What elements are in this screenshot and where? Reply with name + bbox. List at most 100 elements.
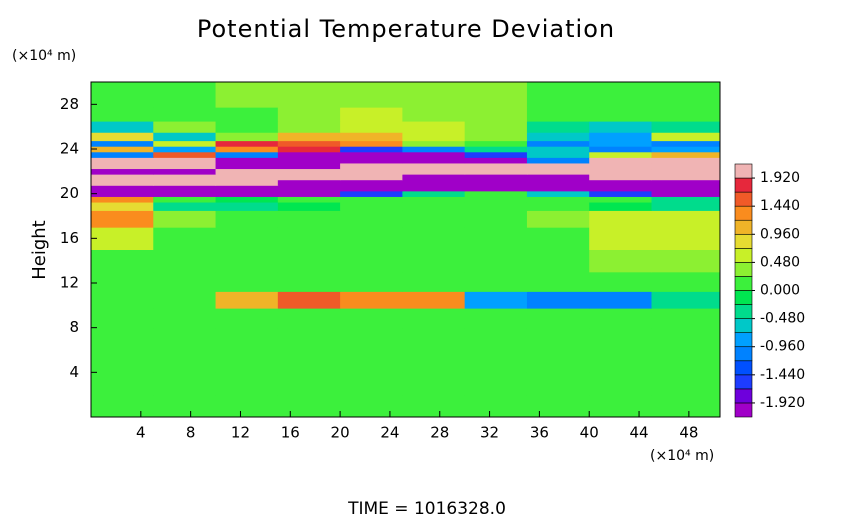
cell [340, 327, 403, 351]
cell [340, 196, 403, 203]
cell [153, 210, 217, 228]
x-tick-label: 12 [231, 424, 250, 442]
cell [340, 162, 403, 170]
cell [91, 132, 154, 142]
cell [589, 350, 652, 373]
cell [277, 308, 341, 329]
cell [651, 394, 721, 418]
cell [464, 151, 528, 158]
cell [651, 185, 721, 192]
cell [651, 372, 721, 396]
cell [651, 249, 721, 273]
cell [526, 82, 590, 108]
cell [340, 132, 403, 142]
cell [277, 271, 341, 292]
cell [153, 174, 217, 181]
cell [526, 179, 590, 186]
cell [215, 327, 279, 351]
cell [340, 210, 403, 228]
cell [215, 271, 279, 292]
cell [153, 394, 217, 418]
cell [215, 151, 279, 158]
colorbar-swatch [734, 205, 753, 221]
cell [464, 162, 528, 170]
y-axis-label: Height [29, 220, 50, 280]
cell [277, 168, 341, 175]
cell [340, 202, 403, 211]
cell [526, 132, 590, 142]
colorbar-swatch [734, 360, 753, 376]
cell [464, 372, 528, 396]
cell [526, 121, 590, 133]
cell [277, 190, 341, 197]
cell [340, 121, 403, 133]
cell [651, 327, 721, 351]
cell [651, 227, 721, 250]
y-tick-label: 12 [60, 274, 79, 292]
cell [340, 146, 403, 153]
cell [91, 291, 154, 309]
cell [153, 190, 217, 197]
cell [589, 249, 652, 273]
cell [277, 132, 341, 142]
cell [153, 121, 217, 133]
y-tick-label: 28 [60, 95, 79, 113]
cell [589, 210, 652, 228]
cell [340, 174, 403, 181]
cell [464, 249, 528, 273]
x-tick-label: 4 [136, 424, 146, 442]
colorbar-swatch [734, 248, 753, 263]
cell [277, 249, 341, 273]
cell [215, 132, 279, 142]
cell [402, 168, 466, 175]
cell [464, 157, 528, 164]
cell [589, 202, 652, 211]
cell [277, 291, 341, 309]
cell [651, 168, 721, 175]
cell [340, 394, 403, 418]
colorbar-swatch [734, 332, 753, 348]
cell [589, 190, 652, 197]
cell [464, 350, 528, 373]
cell [153, 308, 217, 329]
x-tick-label: 44 [629, 424, 648, 442]
cell [402, 162, 466, 170]
cell [589, 179, 652, 186]
colorbar-swatch [734, 402, 753, 418]
cell [651, 210, 721, 228]
cell [91, 350, 154, 373]
cell [91, 202, 154, 211]
cell [464, 121, 528, 133]
cell [277, 185, 341, 192]
cell [526, 174, 590, 181]
cell [402, 372, 466, 396]
cell [340, 291, 403, 309]
cell [589, 394, 652, 418]
cell [464, 140, 528, 147]
cell [215, 82, 279, 108]
cell [277, 82, 341, 108]
cell [91, 146, 154, 153]
cell [651, 157, 721, 164]
cell [589, 82, 652, 108]
cell [215, 121, 279, 133]
cell [91, 271, 154, 292]
cell [526, 210, 590, 228]
y-tick-label: 8 [69, 318, 79, 336]
cell [526, 350, 590, 373]
cell [464, 185, 528, 192]
cell [526, 327, 590, 351]
colorbar-swatch [734, 191, 753, 207]
cell [153, 196, 217, 203]
cell [651, 132, 721, 142]
cell [215, 107, 279, 122]
cell [651, 308, 721, 329]
cell [589, 162, 652, 170]
cell [589, 168, 652, 175]
cell [277, 140, 341, 147]
cell [153, 227, 217, 250]
cell [215, 157, 279, 164]
cell [651, 196, 721, 203]
cell [464, 82, 528, 108]
